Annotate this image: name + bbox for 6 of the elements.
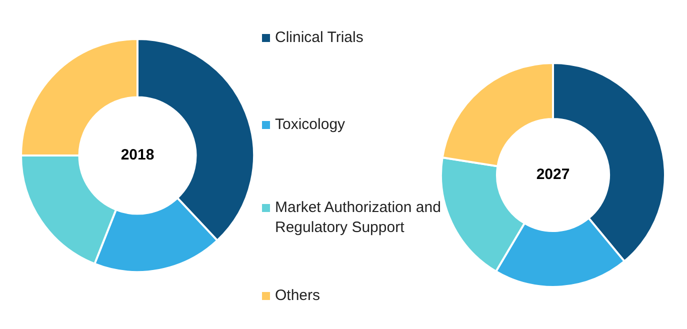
legend-label: Clinical Trials bbox=[275, 28, 364, 48]
slice-label: 2018 bbox=[120, 146, 154, 164]
legend-label: Market Authorization and Regulatory Support bbox=[275, 198, 442, 238]
slice-label: 2027 bbox=[536, 166, 570, 184]
legend-label: Others bbox=[275, 286, 320, 306]
legend-label: Toxicology bbox=[275, 115, 346, 135]
